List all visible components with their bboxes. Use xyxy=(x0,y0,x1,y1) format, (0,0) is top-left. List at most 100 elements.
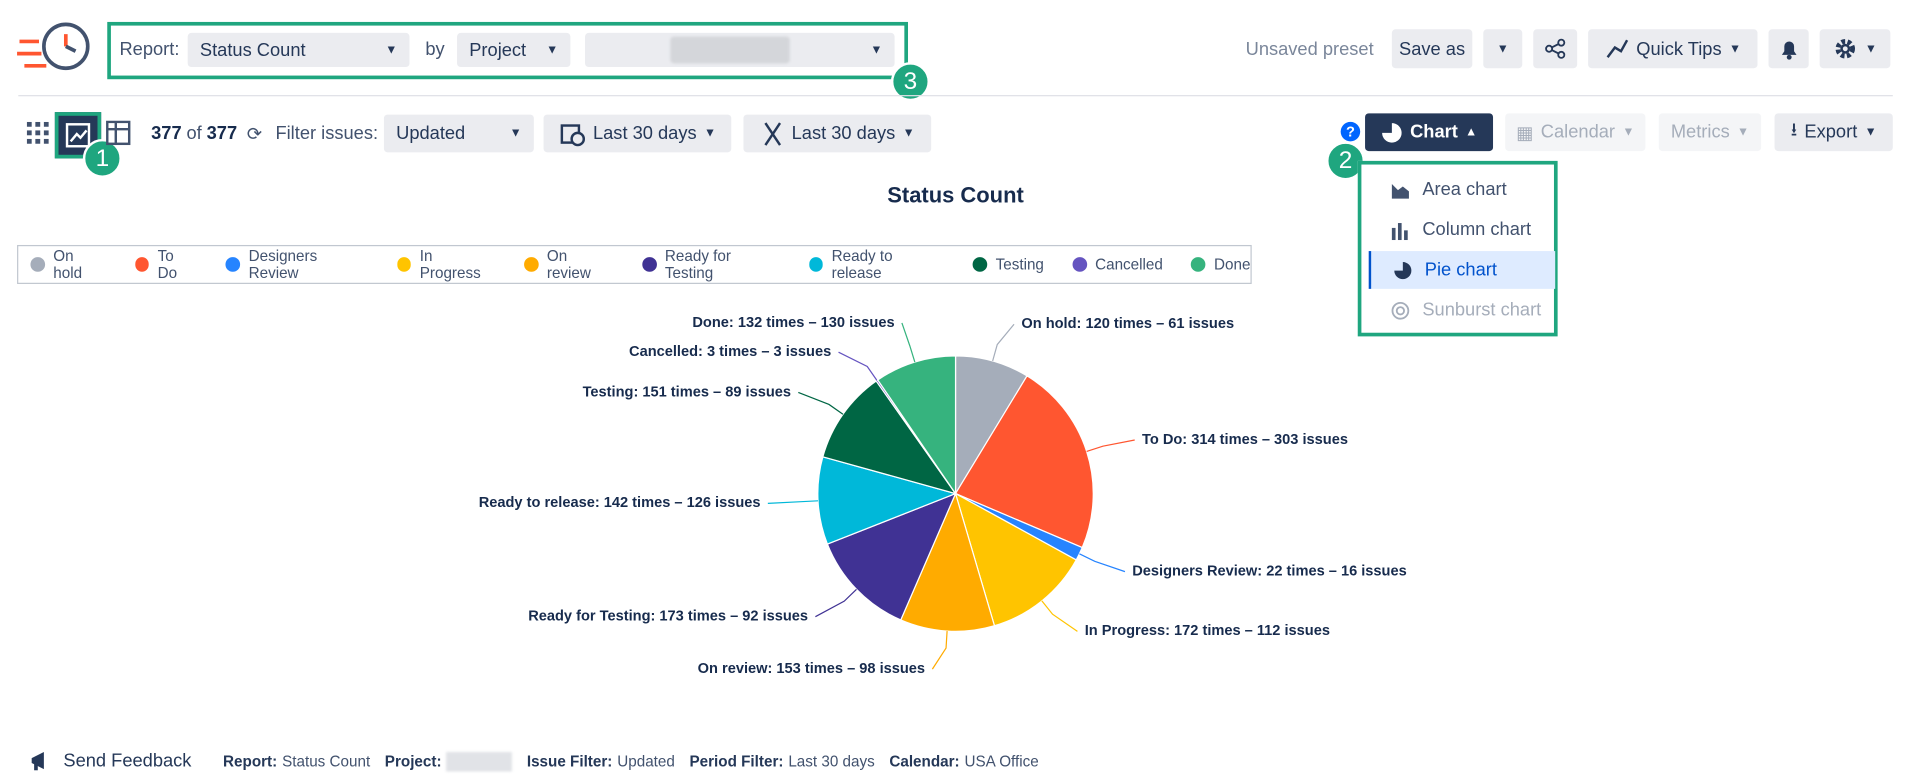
data-label: Testing: 151 times – 89 issues xyxy=(583,384,791,400)
leader-line xyxy=(1041,600,1078,632)
report-label: Report: xyxy=(119,39,180,60)
export-text: Export xyxy=(1804,121,1858,143)
menu-text: Pie chart xyxy=(1424,259,1497,281)
export-button[interactable]: ⭳ Export ▼ xyxy=(1774,113,1893,152)
data-label: Done: 132 times – 130 issues xyxy=(692,315,894,331)
leader-line xyxy=(901,322,916,363)
report-group-highlight xyxy=(107,21,909,80)
legend-swatch xyxy=(396,257,412,272)
legend-swatch xyxy=(808,257,824,272)
calendar-text: Calendar xyxy=(1540,121,1616,143)
footer-item: Report: Status Count xyxy=(223,752,370,772)
share-button[interactable] xyxy=(1533,29,1578,69)
leader-line xyxy=(767,500,819,504)
chart-button-text: Chart xyxy=(1410,121,1458,143)
leader-line xyxy=(931,631,948,670)
leader-line xyxy=(992,323,1015,362)
gear-icon xyxy=(1835,39,1856,59)
pie-menu-icon xyxy=(1394,261,1412,279)
footer-info: Report: Status Count Project: Issue Filter:… xyxy=(223,751,1039,772)
footer-label: Issue Filter: xyxy=(526,753,613,771)
legend-swatch xyxy=(642,257,657,272)
quick-tips-button[interactable]: Quick Tips ▼ xyxy=(1588,29,1758,69)
data-label: Designers Review: 22 times – 16 issues xyxy=(1132,563,1406,579)
help-icon[interactable]: ? xyxy=(1340,121,1361,142)
feedback-link[interactable]: Send Feedback xyxy=(29,748,191,772)
footer-item: Period Filter: Last 30 days xyxy=(689,752,874,772)
menu-text: Area chart xyxy=(1422,179,1507,200)
pie-chart: On hold: 120 times – 61 issues To Do: 314… xyxy=(479,315,1407,677)
refresh-icon[interactable]: ⟳ xyxy=(246,124,263,146)
bell-icon xyxy=(1781,41,1796,60)
leader-line xyxy=(1079,553,1126,573)
chart-view-icon xyxy=(65,123,91,148)
footer-value: Updated xyxy=(617,753,675,771)
legend-text: On review xyxy=(546,247,591,282)
pie-slice xyxy=(954,492,1078,627)
legend-swatch xyxy=(1190,257,1206,272)
notification-button[interactable] xyxy=(1768,29,1809,69)
legend-swatch xyxy=(134,257,150,272)
legend-swatch xyxy=(524,257,539,272)
column-icon xyxy=(1391,222,1408,240)
filter-label: Filter issues: xyxy=(275,123,379,144)
chart-button[interactable]: Chart ▲ xyxy=(1365,113,1494,152)
issue-count: 377 of 377 ⟳ xyxy=(151,123,262,145)
menu-item[interactable]: Column chart xyxy=(1369,211,1555,249)
footer-value: Last 30 days xyxy=(788,753,875,771)
tips-icon xyxy=(1606,39,1628,59)
legend-text: On hold xyxy=(53,247,83,282)
footer-item: Project: xyxy=(384,751,513,772)
save-as-button[interactable]: Save as xyxy=(1391,29,1473,69)
data-label: To Do: 314 times – 303 issues xyxy=(1142,432,1348,448)
logo xyxy=(17,22,90,71)
data-label: On review: 153 times – 98 issues xyxy=(698,661,925,677)
period-button[interactable]: Last 30 days ▼ xyxy=(543,114,732,153)
group-value: Project xyxy=(469,39,527,61)
group-select[interactable]: Project ▼ xyxy=(457,32,571,68)
metrics-button: Metrics ▼ xyxy=(1658,113,1762,152)
menu-text: Column chart xyxy=(1422,219,1532,241)
legend-text: Ready to release xyxy=(831,247,893,282)
footer-value: USA Office xyxy=(964,753,1039,771)
menu-item[interactable]: Area chart xyxy=(1369,171,1555,209)
legend-item: On hold xyxy=(30,247,105,282)
period-value: Last 30 days xyxy=(592,123,697,144)
footer-item: Issue Filter: Updated xyxy=(527,752,675,772)
callout: 1 xyxy=(82,138,122,178)
legend-item: Designers Review xyxy=(225,247,369,282)
data-label: On hold: 120 times – 61 issues xyxy=(1021,316,1234,332)
legend-item: In Progress xyxy=(396,247,496,282)
metrics-text: Metrics xyxy=(1670,121,1730,143)
legend-swatch xyxy=(30,257,45,272)
menu-item-selected[interactable]: Pie chart xyxy=(1368,251,1556,289)
report-select[interactable]: Status Count ▼ xyxy=(187,32,410,68)
legend-text: In Progress xyxy=(419,247,481,282)
footer-label: Calendar: xyxy=(889,753,960,771)
share-icon xyxy=(1545,38,1566,59)
megaphone-icon xyxy=(31,751,44,771)
separator xyxy=(18,95,1893,97)
preset-label: Unsaved preset xyxy=(1245,39,1374,60)
of: of xyxy=(186,123,202,144)
legend-text: Done xyxy=(1214,255,1251,274)
settings-button[interactable]: ▼ xyxy=(1819,29,1891,69)
calendar-clock-icon xyxy=(560,123,585,146)
period2-button[interactable]: Last 30 days ▼ xyxy=(743,114,932,153)
table-view-icon[interactable] xyxy=(106,120,133,148)
data-label: Ready to release: 142 times – 126 issues xyxy=(479,495,761,511)
menu-item-disabled: Sunburst chart xyxy=(1369,291,1555,329)
footer-item: Calendar: USA Office xyxy=(889,752,1038,772)
legend-item: Cancelled xyxy=(1071,256,1163,273)
project-select[interactable]: ▼ xyxy=(585,32,895,68)
save-dropdown[interactable]: ▼ xyxy=(1483,29,1523,69)
legend-text: To Do xyxy=(157,247,178,282)
footer-label: Project: xyxy=(384,753,442,771)
grid-view-icon[interactable] xyxy=(26,121,49,144)
area-icon xyxy=(1391,183,1409,199)
leader-line xyxy=(838,351,878,381)
filter-select[interactable]: Updated ▼ xyxy=(383,114,534,153)
pie-icon xyxy=(1382,122,1402,142)
legend-swatch xyxy=(1071,257,1087,272)
legend-text: Testing xyxy=(995,255,1044,274)
